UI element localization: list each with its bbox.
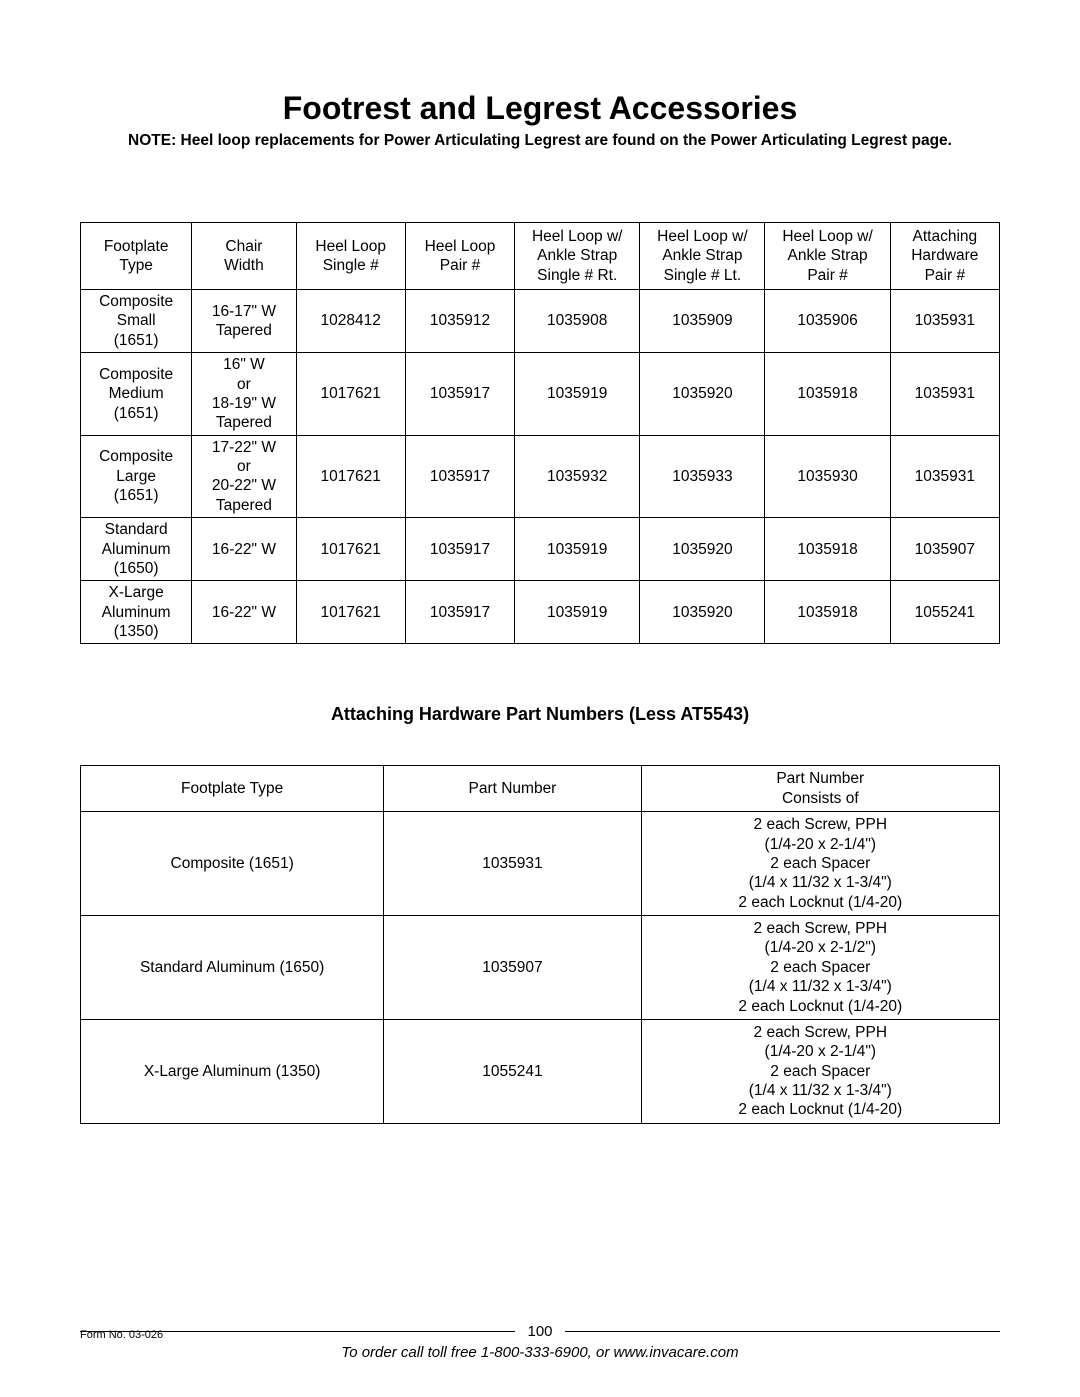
cell: Composite (1651) <box>81 812 384 916</box>
cell: 1035920 <box>640 518 765 581</box>
section-title: Attaching Hardware Part Numbers (Less AT… <box>80 704 1000 725</box>
cell: 1035912 <box>405 290 514 353</box>
cell: 1055241 <box>384 1019 641 1123</box>
cell: 17-22" W or 20-22" W Tapered <box>192 435 296 518</box>
cell: 1035918 <box>765 353 890 436</box>
cell: 1035918 <box>765 518 890 581</box>
cell: 2 each Screw, PPH (1/4-20 x 2-1/4") 2 ea… <box>641 1019 999 1123</box>
cell: 1035931 <box>890 435 999 518</box>
cell: 1035932 <box>515 435 640 518</box>
form-number: Form No. 03-026 <box>80 1329 163 1341</box>
col-header: Attaching Hardware Pair # <box>890 222 999 289</box>
cell: 2 each Screw, PPH (1/4-20 x 2-1/2") 2 ea… <box>641 916 999 1020</box>
table-row: X-Large Aluminum (1350) 1055241 2 each S… <box>81 1019 1000 1123</box>
table-row: Composite Medium (1651) 16" W or 18-19" … <box>81 353 1000 436</box>
cell: 1035917 <box>405 435 514 518</box>
cell: Composite Small (1651) <box>81 290 192 353</box>
cell: 16-22" W <box>192 581 296 644</box>
cell: 1035920 <box>640 581 765 644</box>
cell: 1035908 <box>515 290 640 353</box>
cell: 1035931 <box>384 812 641 916</box>
table-header-row: Footplate Type Chair Width Heel Loop Sin… <box>81 222 1000 289</box>
cell: 16" W or 18-19" W Tapered <box>192 353 296 436</box>
col-header: Heel Loop Pair # <box>405 222 514 289</box>
cell: 1035907 <box>384 916 641 1020</box>
cell: 1035917 <box>405 353 514 436</box>
cell: 1035909 <box>640 290 765 353</box>
rule-right <box>565 1331 1000 1332</box>
cell: 1035930 <box>765 435 890 518</box>
page-number-row: 100 <box>80 1323 1000 1340</box>
table-header-row: Footplate Type Part Number Part Number C… <box>81 766 1000 812</box>
cell: Composite Large (1651) <box>81 435 192 518</box>
cell: Standard Aluminum (1650) <box>81 518 192 581</box>
cell: 1017621 <box>296 435 405 518</box>
cell: 1035931 <box>890 290 999 353</box>
col-header: Heel Loop w/ Ankle Strap Single # Rt. <box>515 222 640 289</box>
table-row: Standard Aluminum (1650) 16-22" W 101762… <box>81 518 1000 581</box>
note-text: NOTE: Heel loop replacements for Power A… <box>80 131 1000 152</box>
col-header: Heel Loop w/ Ankle Strap Pair # <box>765 222 890 289</box>
cell: X-Large Aluminum (1350) <box>81 581 192 644</box>
accessories-table: Footplate Type Chair Width Heel Loop Sin… <box>80 222 1000 645</box>
page-title: Footrest and Legrest Accessories <box>80 90 1000 127</box>
cell: 1035907 <box>890 518 999 581</box>
cell: 1017621 <box>296 353 405 436</box>
col-header: Chair Width <box>192 222 296 289</box>
page-number: 100 <box>527 1323 552 1340</box>
cell: 1035931 <box>890 353 999 436</box>
cell: 1017621 <box>296 581 405 644</box>
cell: 1017621 <box>296 518 405 581</box>
order-line: To order call toll free 1-800-333-6900, … <box>80 1344 1000 1361</box>
col-header: Footplate Type <box>81 222 192 289</box>
cell: 1035920 <box>640 353 765 436</box>
cell: 1055241 <box>890 581 999 644</box>
table-row: Composite Large (1651) 17-22" W or 20-22… <box>81 435 1000 518</box>
cell: 16-17" W Tapered <box>192 290 296 353</box>
cell: 16-22" W <box>192 518 296 581</box>
cell: 1035906 <box>765 290 890 353</box>
col-header: Part Number Consists of <box>641 766 999 812</box>
cell: 1035918 <box>765 581 890 644</box>
cell: X-Large Aluminum (1350) <box>81 1019 384 1123</box>
col-header: Heel Loop w/ Ankle Strap Single # Lt. <box>640 222 765 289</box>
table-row: Standard Aluminum (1650) 1035907 2 each … <box>81 916 1000 1020</box>
table-row: Composite (1651) 1035931 2 each Screw, P… <box>81 812 1000 916</box>
cell: 1035919 <box>515 581 640 644</box>
cell: 2 each Screw, PPH (1/4-20 x 2-1/4") 2 ea… <box>641 812 999 916</box>
page-footer: 100 Form No. 03-026 To order call toll f… <box>80 1323 1000 1361</box>
cell: 1028412 <box>296 290 405 353</box>
cell: 1035917 <box>405 581 514 644</box>
cell: Standard Aluminum (1650) <box>81 916 384 1020</box>
cell: 1035919 <box>515 518 640 581</box>
col-header: Heel Loop Single # <box>296 222 405 289</box>
hardware-table: Footplate Type Part Number Part Number C… <box>80 765 1000 1123</box>
table-row: X-Large Aluminum (1350) 16-22" W 1017621… <box>81 581 1000 644</box>
col-header: Part Number <box>384 766 641 812</box>
page: Footrest and Legrest Accessories NOTE: H… <box>0 0 1080 1397</box>
cell: 1035917 <box>405 518 514 581</box>
table-row: Composite Small (1651) 16-17" W Tapered … <box>81 290 1000 353</box>
cell: 1035919 <box>515 353 640 436</box>
col-header: Footplate Type <box>81 766 384 812</box>
cell: Composite Medium (1651) <box>81 353 192 436</box>
cell: 1035933 <box>640 435 765 518</box>
